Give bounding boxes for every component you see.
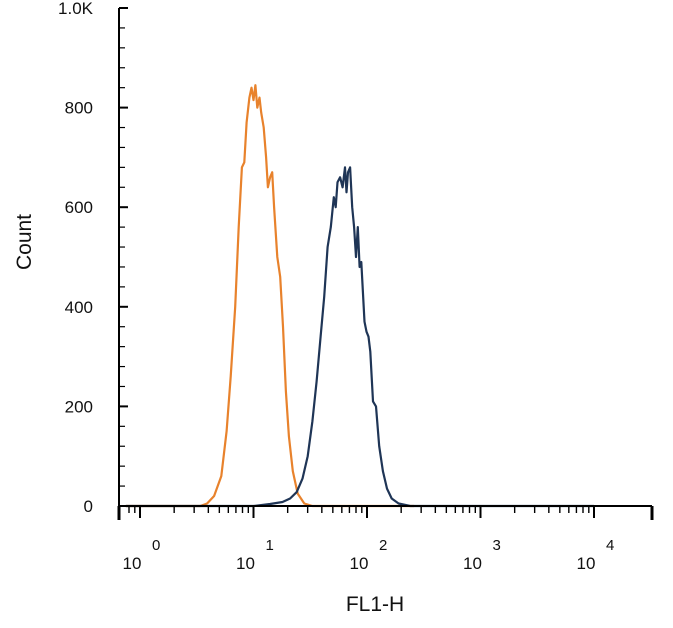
y-ticks: 0 200 400 600 800 1.0K	[58, 0, 128, 516]
x-tick-exponent: 2	[379, 537, 387, 554]
axes-layer	[118, 8, 652, 508]
series-line-2	[125, 166, 594, 508]
x-tick-label: 10	[463, 554, 482, 573]
x-tick-label: 10	[577, 554, 596, 573]
series-layer	[125, 84, 594, 508]
y-tick-label: 600	[65, 198, 93, 217]
x-tick-label: 10	[350, 554, 369, 573]
series-line-1	[125, 84, 415, 508]
y-axis-title: Count	[13, 214, 36, 270]
x-axis-title: FL1-H	[346, 593, 404, 616]
x-tick-label: 10	[123, 554, 142, 573]
x-ticks: 10 0 10 1 10 2 10 3 10 4	[117, 506, 654, 573]
y-tick-label: 800	[65, 99, 93, 118]
y-tick-label: 400	[65, 298, 93, 317]
x-tick-exponent: 3	[493, 537, 501, 554]
x-tick-exponent: 1	[266, 537, 274, 554]
y-tick-label: 0	[84, 497, 93, 516]
x-tick-exponent: 0	[152, 537, 160, 554]
y-tick-label: 1.0K	[58, 0, 94, 18]
x-tick-label: 10	[236, 554, 255, 573]
x-tick-exponent: 4	[606, 537, 614, 554]
y-tick-label: 200	[65, 397, 93, 416]
